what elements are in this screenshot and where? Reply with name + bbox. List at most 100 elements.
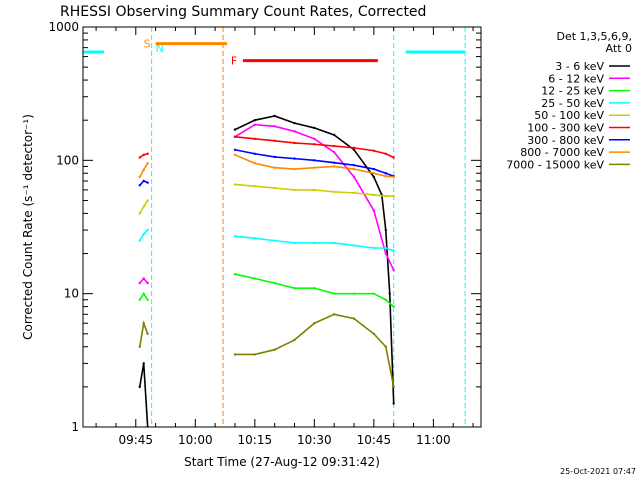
data-point — [146, 152, 149, 155]
data-point — [233, 128, 237, 131]
data-point — [142, 362, 145, 365]
data-point — [138, 385, 141, 389]
data-point — [293, 241, 296, 245]
series-group — [138, 228, 395, 252]
data-point — [384, 194, 387, 198]
data-point — [392, 402, 395, 405]
series-group — [138, 183, 395, 215]
data-point — [332, 144, 336, 148]
data-point — [233, 135, 237, 139]
data-point — [352, 292, 356, 295]
legend-label: 6 - 12 keV — [548, 72, 604, 85]
data-point — [313, 188, 316, 192]
data-point — [253, 237, 257, 240]
data-point — [233, 153, 237, 157]
data-point — [138, 175, 141, 179]
data-point — [138, 345, 141, 348]
data-point — [384, 228, 387, 232]
data-point — [233, 353, 237, 356]
data-point — [273, 348, 276, 351]
data-point — [142, 292, 145, 295]
data-point — [332, 190, 336, 194]
data-point — [313, 126, 316, 130]
data-point — [313, 322, 316, 325]
series-line — [234, 183, 394, 197]
legend-label: 25 - 50 keV — [541, 97, 604, 110]
data-point — [273, 281, 276, 285]
data-point — [384, 298, 387, 301]
series-line — [234, 154, 394, 178]
data-point — [332, 161, 336, 164]
data-point — [273, 155, 276, 159]
legend-label: 7000 - 15000 keV — [506, 158, 604, 171]
data-point — [138, 156, 141, 159]
series-line — [234, 273, 395, 308]
series-line — [234, 115, 395, 404]
legend-header-attenuator: Att 0 — [606, 42, 632, 55]
data-point — [253, 162, 257, 165]
data-point — [273, 125, 276, 128]
data-point — [142, 277, 145, 280]
data-point — [146, 199, 149, 202]
data-point — [146, 181, 149, 184]
data-point — [273, 166, 276, 169]
series-group — [138, 148, 395, 187]
data-point — [313, 143, 316, 146]
data-point — [138, 298, 141, 301]
data-point — [372, 292, 376, 295]
data-point — [233, 272, 237, 276]
series-group — [138, 135, 395, 159]
legend-label: 50 - 100 keV — [534, 109, 604, 122]
data-point — [392, 194, 395, 198]
data-point — [293, 188, 296, 192]
data-point — [138, 281, 141, 285]
legend-header-detectors: Det 1,3,5,6,9, — [556, 30, 632, 43]
plot-area: N SF — [83, 27, 466, 427]
data-point — [273, 114, 276, 118]
chart-title: RHESSI Observing Summary Count Rates, Co… — [60, 4, 426, 20]
data-point — [313, 241, 316, 245]
series-group — [138, 272, 395, 308]
state-bar-layer: SF — [83, 38, 466, 68]
data-point — [253, 184, 257, 188]
data-point — [332, 241, 336, 245]
state-bar-label: F — [231, 55, 237, 68]
data-point — [384, 152, 387, 155]
data-point — [313, 286, 316, 290]
data-point — [253, 353, 257, 356]
data-point — [142, 153, 145, 157]
data-point — [293, 141, 296, 145]
data-point — [253, 123, 257, 126]
legend-label: 100 - 300 keV — [527, 122, 604, 135]
data-point — [352, 146, 356, 150]
x-tick-label: 10:00 — [178, 433, 213, 447]
data-point — [142, 168, 145, 171]
data-point — [384, 246, 387, 250]
legend-label: 3 - 6 keV — [555, 60, 604, 73]
data-point — [253, 152, 257, 155]
data-point — [352, 317, 356, 320]
y-tick-label: 1 — [71, 420, 79, 434]
data-point — [146, 298, 149, 301]
data-point — [332, 292, 336, 295]
data-point — [293, 157, 296, 160]
data-point — [273, 139, 276, 143]
data-point — [273, 186, 276, 190]
data-point — [384, 252, 387, 255]
marker-label: N — [156, 42, 164, 55]
data-point — [233, 234, 237, 238]
data-point — [332, 133, 336, 137]
timestamp: 25-Oct-2021 07:47 — [560, 467, 636, 476]
data-point — [253, 118, 257, 122]
data-point — [138, 239, 141, 242]
data-point — [388, 292, 391, 295]
data-point — [332, 165, 336, 168]
data-point — [392, 156, 395, 159]
data-point — [273, 239, 276, 242]
series-group — [138, 114, 395, 427]
y-tick-label: 10 — [64, 287, 79, 301]
plot-frame — [82, 26, 482, 428]
data-point — [293, 130, 296, 133]
data-point — [352, 175, 356, 179]
